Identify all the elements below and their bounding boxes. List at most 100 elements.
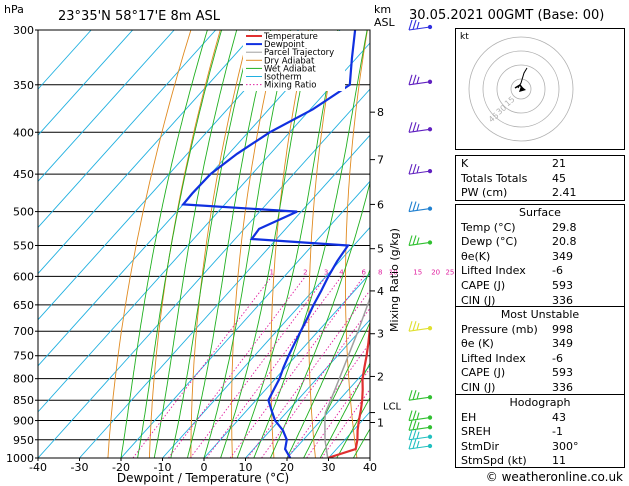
isotherm [79,134,370,458]
wind-barb-feather [408,122,413,133]
wind-barb-feather [408,74,413,85]
mixing-ratio-labels: 1 2 3 4 6 8 10 15 20 25 [270,268,455,276]
pressure-tick-label: 400 [13,126,34,139]
wind-barb-feather [416,323,420,331]
wind-barb-feather [416,412,420,420]
wet-adiabat [220,30,314,458]
wind-barb [408,163,433,175]
wind-barb-feather [416,76,420,84]
mixing-ratio-label: 10 [389,268,398,276]
valid-datetime: 30.05.2021 00GMT (Base: 00) [409,8,604,23]
series-temperature [327,319,370,458]
wind-barb-feather [408,420,413,431]
wind-barb-feather [412,74,417,85]
wind-barb-shaft [408,26,431,31]
km-tick-label: 2 [377,370,384,383]
km-tick-label: 8 [377,106,384,119]
temperature-tick-label: -20 [112,461,130,474]
legend-label: Dewpoint [264,40,305,50]
wind-barb-dot [427,434,433,439]
wind-barb-shaft [408,417,431,422]
wind-barb-shaft [408,241,431,247]
wind-barb-feather [416,203,420,211]
wind-barb-shaft [408,81,431,86]
wind-barb-dot [427,443,433,449]
mixing-ratio-label: 6 [362,268,367,276]
mixing-ratio-line [229,276,365,458]
mixing-ratio-line [206,276,342,458]
wind-barb-shaft [408,327,431,332]
wind-barb-feather [408,235,413,246]
wind-barb-feather [416,21,420,30]
dry-adiabat [231,30,280,458]
wind-barb-feather [412,429,417,440]
surface-row: Temp (°C) 29.8 [461,220,577,234]
asl-label: ASL [374,16,396,29]
surface-row: CAPE (J) 593 [461,278,573,292]
wind-barb [408,420,433,431]
copyright: © weatheronline.co.uk [485,470,623,484]
temperature-tick-label: -40 [29,461,47,474]
mu-row: Lifted Index -6 [461,351,563,365]
isotherm [38,88,370,458]
hodograph-ring [496,64,546,114]
isotherm [286,365,370,458]
series-parcel-trajectory [324,295,370,458]
hodograph-stats-panel: Hodograph EH 43 SREH -1 StmDir 300° StmSpd … [455,394,625,468]
temperature-tick-label: 40 [363,461,377,474]
mixing-ratio-line [190,276,327,458]
wind-barb-feather [416,431,420,439]
hodograph-kt-label: kt [460,32,469,42]
wind-barb-dot [427,415,433,420]
hodo-row: SREH -1 [461,425,563,439]
most-unstable-panel: Most Unstable Pressure (mb) 998 θe (K) 349… [455,306,625,395]
wind-barb [408,235,433,247]
mu-row: Pressure (mb) 998 [461,322,573,336]
index-row-totals: Totals Totals 45 [461,171,566,185]
wind-barb-shaft [408,445,431,450]
wind-barbs [408,19,433,450]
wind-barb-shaft [408,170,431,175]
index-row-pw: PW (cm) 2.41 [461,186,577,200]
hodograph-ring [482,50,560,128]
most-unstable-title: Most Unstable [500,308,580,321]
wind-barb-feather [412,410,417,421]
hodograph-storm-vector [514,84,524,90]
axes: 3003504004505005506006507007508008509009… [6,24,402,474]
km-tick-label: 6 [377,198,384,211]
wind-barb [408,429,433,441]
pressure-tick-label: 950 [13,434,34,447]
legend-label: Parcel Trajectory [264,48,334,58]
km-label: km [374,3,391,16]
wind-barb-dot [427,168,433,174]
series-dewpoint [180,30,357,458]
surface-row: Lifted Index -6 [461,264,563,278]
wind-barb-dot [427,24,433,30]
mixing-ratio-label: 25 [445,268,454,276]
wind-barb-dot [427,395,433,400]
pressure-tick-label: 700 [13,325,34,338]
temperature-tick-label: 30 [322,461,336,474]
surface-row: θe(K) 349 [461,249,573,263]
hodo-row: StmSpd (kt) 11 [461,454,566,468]
mixing-ratio-label: 8 [378,268,382,276]
temperature-tick-label: -10 [154,461,172,474]
pressure-tick-label: 1000 [6,452,34,465]
wind-barb [408,122,433,133]
mixing-ratio-axis-label: Mixing Ratio (g/kg) [388,228,401,332]
surface-panel: Surface Temp (°C) 29.8 Dewp (°C) 20.8 θe(K… [455,204,625,307]
temperature-tick-label: 0 [201,461,208,474]
wind-barb-feather [408,438,413,450]
mixing-ratio-line [306,367,370,458]
wind-barb [408,321,433,332]
wind-barb-dot [427,79,433,84]
wind-barb-feather [412,122,417,132]
hodograph-frame [455,28,625,150]
legend-label: Mixing Ratio [264,81,316,91]
isotherm [38,30,134,136]
temperature-tick-label: -30 [71,461,89,474]
index-row-k: K 21 [461,157,566,170]
mixing-ratio-label: 2 [303,268,307,276]
legend-label: Wet Adiabat [264,64,316,74]
